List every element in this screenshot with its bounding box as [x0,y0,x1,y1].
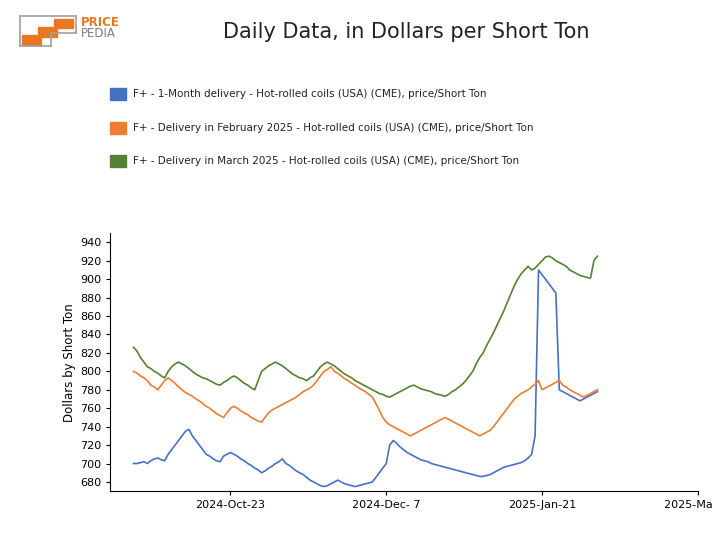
Text: F+ - Delivery in February 2025 - Hot-rolled coils (USA) (CME), price/Short Ton: F+ - Delivery in February 2025 - Hot-rol… [133,123,534,133]
Text: Daily Data, in Dollars per Short Ton: Daily Data, in Dollars per Short Ton [223,22,589,42]
Text: F+ - 1-Month delivery - Hot-rolled coils (USA) (CME), price/Short Ton: F+ - 1-Month delivery - Hot-rolled coils… [133,89,486,99]
Text: PRICE: PRICE [80,16,120,29]
Text: PEDIA: PEDIA [80,27,115,40]
Bar [38,27,57,37]
Y-axis label: Dollars by Short Ton: Dollars by Short Ton [63,303,76,421]
Bar [54,19,73,28]
Text: F+ - Delivery in March 2025 - Hot-rolled coils (USA) (CME), price/Short Ton: F+ - Delivery in March 2025 - Hot-rolled… [133,156,519,166]
Bar [22,36,41,45]
